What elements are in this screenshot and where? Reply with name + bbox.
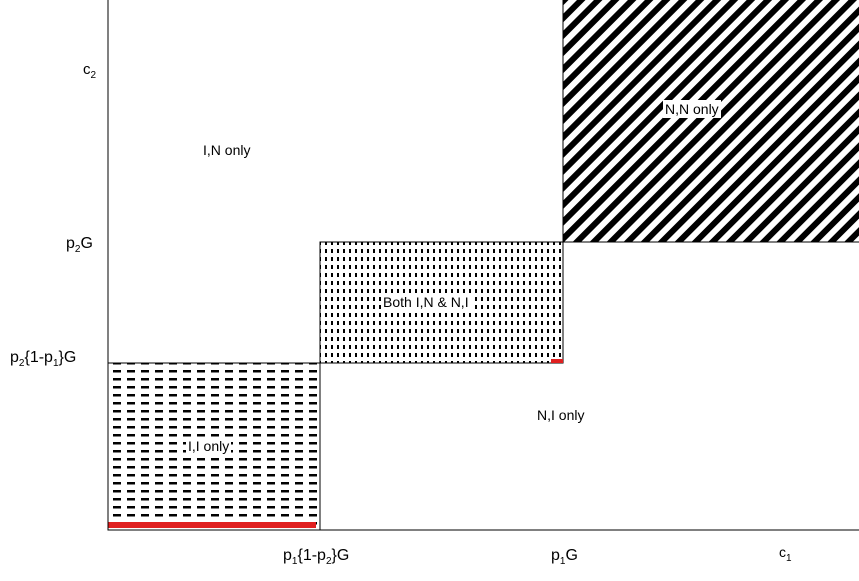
- x-tick-p1G: p1G: [551, 548, 578, 567]
- y-tick-p2-1-p1-G: p2{1-p1}G: [10, 350, 76, 369]
- region-label-ii-only: I,I only: [186, 437, 231, 455]
- nn-only-region: [563, 0, 859, 242]
- region-label-in-only: I,N only: [203, 143, 250, 157]
- region-label-ni-only: N,I only: [537, 408, 584, 422]
- y-axis-label: c2: [83, 62, 96, 81]
- x-axis-label: c1: [779, 545, 792, 564]
- both-highlight-mark: [551, 359, 563, 363]
- ii-highlight-bar: [108, 522, 316, 528]
- x-tick-p1-1-p2-G: p1{1-p2}G: [283, 548, 349, 567]
- region-label-nn-only: N,N only: [663, 100, 721, 118]
- region-label-both: Both I,N & N,I: [381, 293, 471, 311]
- y-tick-p2G: p2G: [66, 236, 93, 255]
